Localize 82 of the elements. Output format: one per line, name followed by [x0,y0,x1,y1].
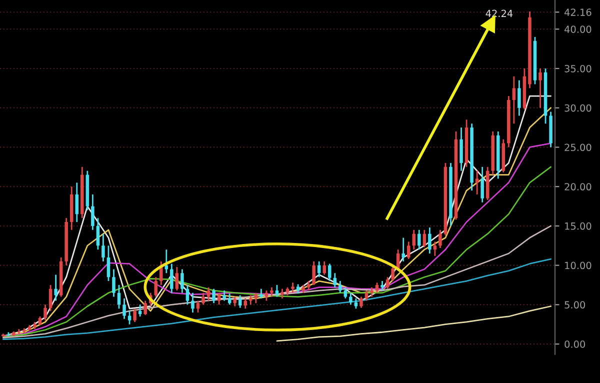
candlestick [260,288,263,300]
annotation: 42.24 [486,10,513,17]
line-series [2,258,552,340]
candlestick [202,292,205,306]
candlestick [264,290,268,302]
y-tick-label: 30.00 [564,104,592,112]
candlestick [438,229,442,249]
candlestick [370,286,374,298]
candlestick [480,166,484,204]
candlestick [170,263,174,294]
candlestick [206,286,210,302]
candlestick [133,308,136,323]
candlestick [122,298,126,320]
candlestick [254,292,258,304]
y-tick-label: 20.00 [564,183,592,190]
candlestick [196,300,200,314]
candlestick [344,286,348,300]
candlestick [328,263,332,282]
candlestick [180,268,184,294]
line-series [276,306,552,342]
candlestick [538,68,542,109]
candlestick [360,296,363,309]
y-tick-label: 0.00 [564,340,586,348]
candlestick [275,284,279,298]
candlestick [191,292,194,314]
line-series [2,225,552,338]
y-tick-label: 15.00 [565,222,592,230]
candlestick [512,76,516,124]
candlestick [144,300,147,316]
candlestick [222,290,226,302]
candlestick [364,290,368,302]
candlestick [422,229,426,248]
candlestick [475,170,479,196]
y-tick-label: 25.00 [564,144,592,152]
candlestick [244,298,248,310]
candlestick [48,284,52,312]
y-tick-label: 42.16 [564,8,592,16]
candlestick [406,241,410,260]
candlestick [175,266,179,292]
candlestick [354,298,358,310]
candlestick [270,286,274,298]
candlestick [44,304,47,322]
candlestick [128,310,132,326]
candlestick [412,229,416,250]
candlestick [102,233,105,262]
candlestick [460,126,463,172]
candlestick [54,274,58,302]
candlestick [306,280,310,292]
candlestick [75,182,79,223]
candlestick [349,292,352,306]
candlestick [280,288,284,300]
candlestick [291,282,294,294]
candlestick [322,260,326,276]
candlestick [386,276,390,290]
y-tick-label: 35.00 [564,64,592,72]
candlestick [238,294,242,309]
candlestick [154,276,158,298]
candlestick [518,80,521,116]
y-tick-label: 5.00 [564,301,586,309]
candlestick [217,292,221,306]
candlestick [433,241,437,257]
candlestick [333,272,337,288]
candlestick [428,226,432,254]
candlestick [380,280,384,292]
candlestick [296,284,300,294]
candlestick [375,282,379,294]
candlestick [117,284,121,310]
candlestick [391,264,394,282]
candlestick [312,260,316,286]
candlestick [106,244,110,282]
candlestick [338,280,342,294]
candlestick [418,229,421,250]
y-tick-label: 40.00 [564,26,592,33]
candlestick [91,194,94,231]
y-tick-label: 10.00 [565,262,592,270]
candlestick [186,284,190,306]
candlestick [402,237,405,262]
candlestick [249,294,252,306]
candlestick [112,268,116,298]
candlestick [233,296,236,307]
candlestick [212,288,216,304]
candlestick [96,217,100,250]
